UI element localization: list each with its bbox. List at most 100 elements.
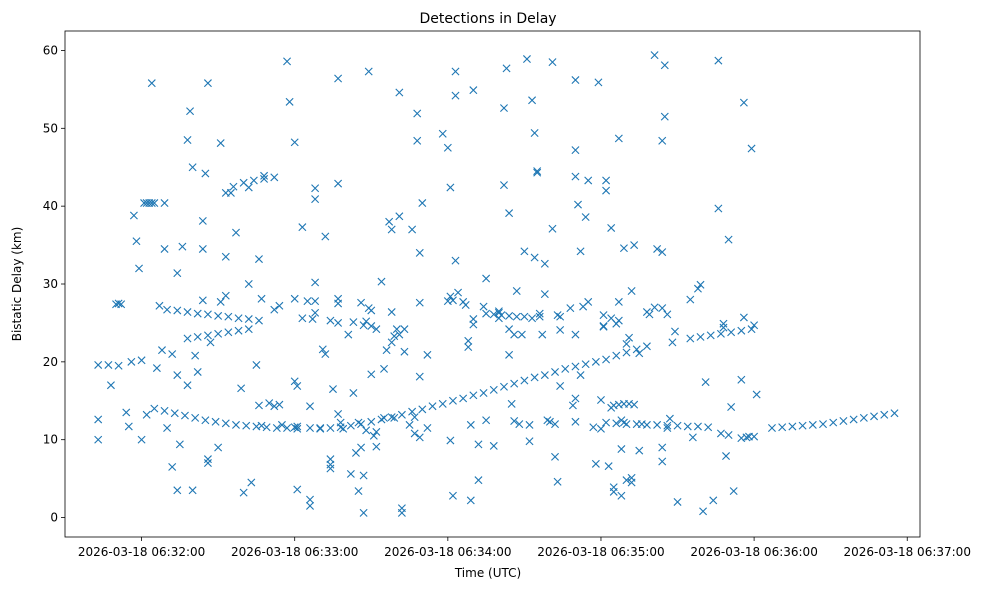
detection-point bbox=[104, 360, 113, 369]
detection-point bbox=[186, 107, 195, 116]
detection-point bbox=[298, 223, 307, 232]
detection-point bbox=[571, 76, 580, 85]
detection-point bbox=[127, 357, 136, 366]
detection-point bbox=[596, 424, 605, 433]
detection-point bbox=[716, 329, 725, 338]
detection-point bbox=[339, 424, 348, 433]
detection-point bbox=[599, 322, 608, 331]
detection-point bbox=[359, 321, 368, 330]
detection-point bbox=[129, 211, 138, 220]
detection-point bbox=[446, 183, 455, 192]
detection-point bbox=[742, 433, 751, 442]
detection-point bbox=[311, 184, 320, 193]
detection-point bbox=[354, 487, 363, 496]
detection-point bbox=[311, 297, 320, 306]
detection-point bbox=[122, 408, 131, 417]
y-tick-label: 50 bbox=[43, 121, 58, 135]
detection-point bbox=[571, 362, 580, 371]
detection-point bbox=[584, 176, 593, 185]
detection-point bbox=[553, 477, 562, 486]
detection-point bbox=[714, 56, 723, 65]
detection-point bbox=[203, 79, 212, 88]
detection-point bbox=[663, 421, 672, 430]
detection-point bbox=[183, 135, 192, 144]
detection-point bbox=[152, 364, 161, 373]
detection-point bbox=[512, 312, 521, 321]
detection-point bbox=[719, 319, 728, 328]
detection-point bbox=[650, 51, 659, 60]
detection-point bbox=[535, 309, 544, 318]
detection-point bbox=[489, 385, 498, 394]
detection-point bbox=[658, 304, 667, 313]
detection-point bbox=[418, 199, 427, 208]
detection-point bbox=[293, 485, 302, 494]
detection-point bbox=[408, 407, 417, 416]
detection-point bbox=[203, 310, 212, 319]
detection-point bbox=[798, 421, 807, 430]
detection-point bbox=[206, 338, 215, 347]
detection-point bbox=[283, 57, 292, 66]
detection-point bbox=[418, 405, 427, 414]
detection-point bbox=[244, 325, 253, 334]
detection-point bbox=[178, 242, 187, 251]
detection-point bbox=[318, 345, 327, 354]
detection-point bbox=[461, 301, 470, 310]
detection-point bbox=[260, 174, 269, 183]
detection-point bbox=[520, 247, 529, 256]
detection-point bbox=[232, 420, 240, 429]
detection-point bbox=[589, 423, 598, 432]
detection-point bbox=[293, 381, 302, 390]
detection-point bbox=[540, 290, 549, 299]
detection-point bbox=[533, 167, 542, 176]
detection-point bbox=[568, 401, 577, 410]
detection-point bbox=[870, 412, 879, 421]
detection-point bbox=[413, 136, 422, 145]
detection-point bbox=[530, 373, 539, 382]
detection-point bbox=[469, 86, 478, 95]
detection-point bbox=[505, 311, 514, 320]
detection-point bbox=[658, 443, 667, 452]
detection-point bbox=[221, 252, 230, 261]
detection-point bbox=[540, 259, 549, 268]
detection-point bbox=[254, 255, 263, 264]
detection-point bbox=[334, 299, 343, 308]
detection-point bbox=[326, 464, 335, 473]
x-tick-label: 2026-03-18 06:35:00 bbox=[537, 545, 664, 559]
x-axis: 2026-03-18 06:32:00 2026-03-18 06:33:00 20… bbox=[78, 537, 971, 559]
detection-point bbox=[224, 312, 233, 321]
y-tick-label: 60 bbox=[43, 43, 58, 57]
detection-point bbox=[147, 79, 156, 88]
detection-point bbox=[367, 306, 376, 315]
detection-point bbox=[499, 104, 508, 113]
detection-point bbox=[306, 424, 315, 433]
detection-point bbox=[415, 248, 424, 257]
detection-point bbox=[469, 320, 478, 329]
detection-point bbox=[466, 420, 475, 429]
detection-point bbox=[448, 491, 457, 500]
detection-point bbox=[216, 297, 225, 306]
detection-point bbox=[321, 350, 330, 359]
detection-point bbox=[614, 316, 623, 325]
detection-point bbox=[237, 384, 246, 393]
detection-point bbox=[405, 420, 414, 429]
y-tick-label: 20 bbox=[43, 355, 58, 369]
detection-point bbox=[604, 462, 613, 471]
detection-point bbox=[724, 431, 733, 440]
detection-point bbox=[747, 144, 756, 153]
chart-title: Detections in Delay bbox=[419, 11, 556, 27]
detection-point bbox=[349, 318, 358, 327]
detection-point bbox=[198, 244, 207, 253]
detection-point bbox=[635, 349, 644, 358]
x-tick-label: 2026-03-18 06:32:00 bbox=[78, 545, 205, 559]
detection-point bbox=[415, 372, 424, 381]
detection-point bbox=[395, 212, 404, 221]
detection-point bbox=[214, 311, 223, 320]
detection-point bbox=[489, 310, 498, 319]
detection-point bbox=[849, 415, 858, 424]
detection-point bbox=[188, 486, 197, 495]
detection-point bbox=[448, 296, 457, 305]
detection-point bbox=[612, 419, 621, 428]
detection-point bbox=[387, 308, 396, 317]
detection-point bbox=[94, 360, 103, 369]
